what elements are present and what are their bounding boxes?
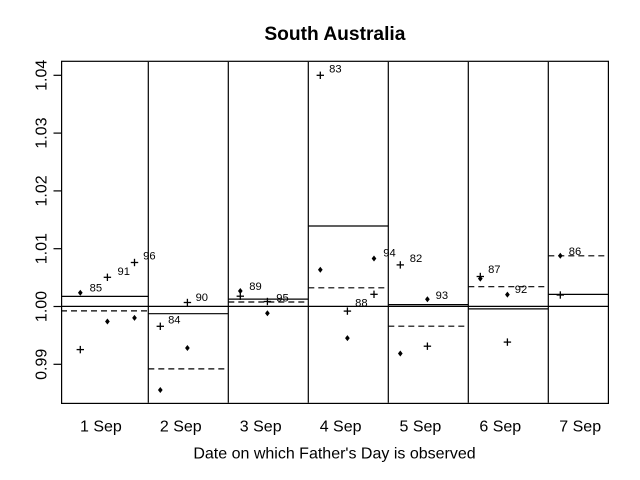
svg-text:7 Sep: 7 Sep (559, 419, 601, 436)
svg-text:94: 94 (383, 247, 395, 259)
svg-text:88: 88 (355, 297, 367, 309)
svg-text:89: 89 (249, 281, 261, 293)
svg-text:93: 93 (436, 290, 448, 302)
svg-text:95: 95 (276, 293, 288, 305)
svg-text:1.01: 1.01 (34, 233, 51, 264)
svg-text:2 Sep: 2 Sep (160, 419, 202, 436)
svg-text:1.03: 1.03 (34, 117, 51, 148)
svg-text:84: 84 (168, 315, 180, 327)
svg-text:South Australia: South Australia (264, 24, 405, 45)
svg-text:1 Sep: 1 Sep (80, 419, 122, 436)
svg-text:6 Sep: 6 Sep (479, 419, 521, 436)
svg-text:1.04: 1.04 (34, 60, 51, 91)
svg-text:85: 85 (90, 283, 102, 295)
svg-text:Date on which Father's Day is: Date on which Father's Day is observed (193, 446, 475, 463)
svg-text:96: 96 (143, 250, 155, 262)
svg-text:92: 92 (515, 284, 527, 296)
svg-text:87: 87 (488, 264, 500, 276)
svg-text:82: 82 (410, 253, 422, 265)
svg-text:4 Sep: 4 Sep (320, 419, 362, 436)
svg-text:91: 91 (117, 266, 129, 278)
svg-text:5 Sep: 5 Sep (399, 419, 441, 436)
svg-text:1.00: 1.00 (34, 291, 51, 322)
svg-text:3 Sep: 3 Sep (240, 419, 282, 436)
svg-text:86: 86 (569, 246, 581, 258)
svg-text:0.99: 0.99 (34, 349, 51, 380)
svg-text:1.02: 1.02 (34, 175, 51, 206)
svg-text:90: 90 (196, 292, 208, 304)
svg-text:83: 83 (329, 64, 341, 76)
